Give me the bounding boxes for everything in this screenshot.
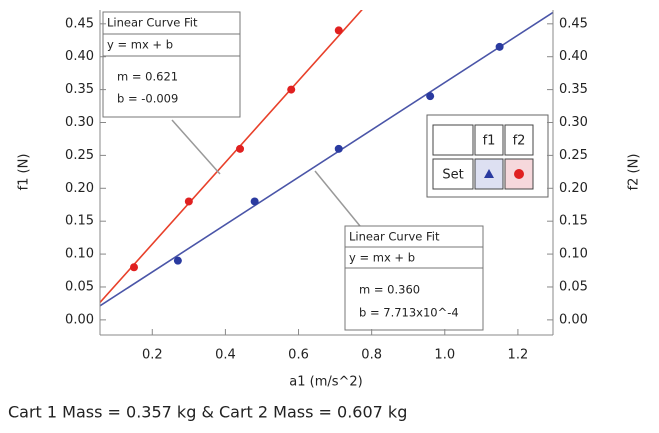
data-point (287, 85, 296, 94)
legend-row-label: Set (442, 168, 463, 183)
data-point (250, 197, 259, 206)
fit-equation: y = mx + b (107, 38, 173, 52)
fit-equation: y = mx + b (349, 251, 415, 265)
y-tick-label: 0.45 (65, 16, 94, 31)
legend-markers (484, 169, 524, 179)
legend-cell[interactable] (432, 158, 474, 190)
fit-m: m = 0.621 (117, 70, 178, 84)
y2-tick-label: 0.00 (559, 312, 588, 327)
x-tick-label: 0.6 (288, 348, 309, 363)
x-tick-label: 1.2 (508, 348, 529, 363)
y2-tick-label: 0.35 (559, 82, 588, 97)
data-point (426, 92, 435, 101)
y2-tick-label: 0.30 (559, 115, 588, 130)
fit-title: Linear Curve Fit (349, 230, 440, 244)
data-point (130, 263, 139, 272)
x-axis-label: a1 (m/s^2) (289, 375, 363, 390)
y-tick-label: 0.10 (65, 247, 94, 262)
leader-line (171, 119, 221, 175)
fit-title: Linear Curve Fit (107, 16, 198, 30)
y-tick-label: 0.40 (65, 49, 94, 64)
y2-tick-label: 0.15 (559, 214, 588, 229)
legend-marker (514, 169, 524, 179)
y2-tick-label: 0.25 (559, 148, 588, 163)
y-tick-label: 0.05 (65, 279, 94, 294)
legend-cell (432, 124, 474, 156)
legend-cell (474, 124, 504, 156)
legend-cell (504, 124, 534, 156)
fit-box-frame (344, 225, 484, 331)
x-tick-label: 0.4 (215, 348, 236, 363)
fit-box: Linear Curve Fit y = mx + b m = 0.621 b … (102, 11, 241, 118)
footer: Cart 1 Mass = 0.357 kg & Cart 2 Mass = 0… (8, 403, 407, 422)
plot-area (100, 10, 553, 307)
y2-tick-label: 0.45 (559, 16, 588, 31)
data-point (495, 42, 504, 51)
x-tick-label: 1.0 (434, 348, 455, 363)
y-tick-label: 0.15 (65, 214, 94, 229)
legend-label: f1 (483, 134, 496, 149)
y2-tick-label: 0.20 (559, 181, 588, 196)
fit-b: b = -0.009 (117, 92, 178, 106)
y-tick-label: 0.25 (65, 148, 94, 163)
y-tick-label: 0.35 (65, 82, 94, 97)
leader-line (314, 170, 361, 227)
fit-m: m = 0.360 (359, 283, 420, 297)
fit-box: Linear Curve Fit y = mx + b m = 0.360 b … (344, 225, 484, 331)
data-point (334, 26, 343, 35)
y-tick-label: 0.20 (65, 181, 94, 196)
fit-box-frame (102, 11, 241, 118)
x-tick-label: 0.2 (142, 348, 163, 363)
legend-label: f2 (513, 134, 526, 149)
y-tick-label: 0.00 (65, 312, 94, 327)
y-tick-label: 0.30 (65, 115, 94, 130)
fit-line (100, 11, 553, 307)
data-point (334, 144, 343, 153)
y2-tick-label: 0.10 (559, 247, 588, 262)
legend-marker (484, 169, 494, 178)
fit-line (100, 10, 363, 304)
fit-b: b = 7.713x10^-4 (359, 306, 459, 320)
data-point (184, 197, 193, 206)
y2-axis-label: f2 (N) (627, 154, 642, 191)
y-axis-label: f1 (N) (17, 154, 32, 191)
y2-tick-label: 0.05 (559, 279, 588, 294)
data-point (173, 256, 182, 265)
y2-tick-label: 0.40 (559, 49, 588, 64)
x-tick-label: 0.8 (361, 348, 382, 363)
data-point (236, 144, 245, 153)
legend: f1 f2 Set (426, 114, 549, 198)
